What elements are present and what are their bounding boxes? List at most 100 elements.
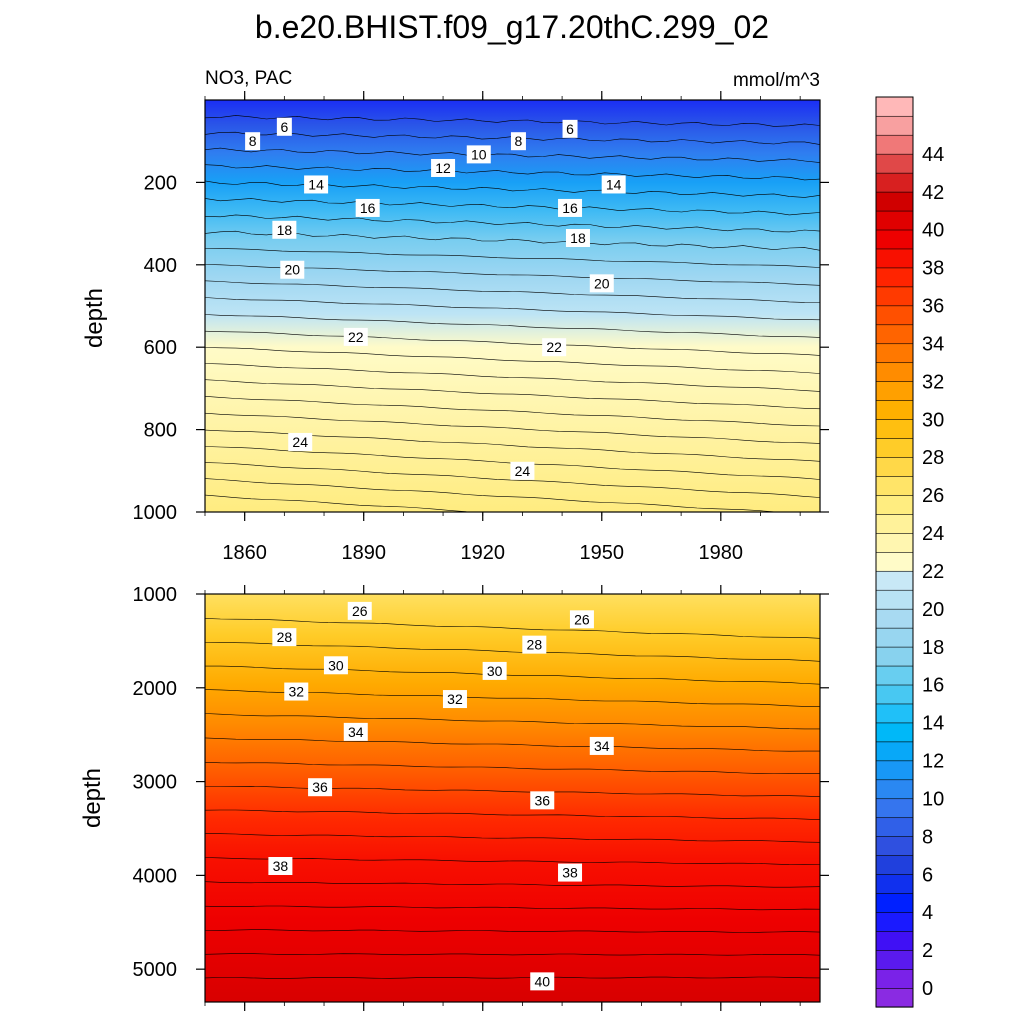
colorbar-tick-label: 4: [922, 902, 933, 924]
contour-line: [204, 198, 821, 216]
upper-y-axis-label: depth: [81, 288, 108, 348]
contour-label-text: 32: [447, 691, 463, 707]
contour-label-box: [268, 857, 293, 875]
contour-line: [204, 857, 821, 866]
colorbar-swatch: [875, 305, 914, 326]
contour-label-text: 34: [348, 724, 364, 740]
contour-label-box: [601, 175, 626, 194]
colorbar-tick-label: 28: [922, 447, 944, 469]
contour-label: 22: [343, 327, 368, 346]
contour-label-text: 8: [249, 133, 257, 149]
contour-line: [204, 396, 821, 427]
colorbar-tick-label: 42: [922, 182, 944, 204]
contour-label-box: [530, 791, 555, 810]
contour-label-text: 20: [285, 262, 301, 278]
contour-label-text: 6: [566, 121, 574, 137]
contour-label-text: 10: [471, 146, 487, 162]
upper-contour-labels: 6 8 6 8 10 12 14 14 16 16 18 18 20 20 22 22 24 24: [245, 117, 626, 480]
contour-label-box: [245, 132, 261, 151]
contour-label-text: 6: [280, 119, 288, 135]
contour-line: [204, 115, 821, 127]
y-tick-label: 2000: [133, 678, 178, 700]
colorbar-tick-label: 22: [922, 561, 944, 583]
colorbar-swatch: [875, 532, 914, 553]
contour-label: 26: [347, 601, 372, 620]
contour-label-text: 28: [527, 637, 543, 653]
contour-label-box: [347, 601, 372, 620]
contour-label-text: 16: [360, 200, 376, 216]
contour-line: [204, 248, 821, 268]
colorbar-tick-label: 36: [922, 296, 944, 318]
contour-label: 40: [530, 972, 555, 991]
contour-line: [204, 929, 821, 933]
colorbar-swatch: [875, 722, 914, 743]
contour-line: [205, 665, 821, 685]
colorbar-swatch: [875, 665, 914, 686]
colorbar-swatch: [875, 248, 914, 269]
contour-line: [204, 164, 821, 181]
contour-label-box: [355, 198, 380, 217]
contour-label-text: 36: [534, 792, 550, 808]
upper-contour-lines: [204, 115, 821, 513]
colorbar-swatch: [875, 627, 914, 648]
colorbar-swatch: [875, 817, 914, 837]
contour-line: [204, 314, 821, 338]
contour-label-box: [284, 682, 309, 701]
lower-y-axis-label: depth: [79, 768, 106, 828]
colorbar-tick-label: 12: [922, 751, 944, 773]
contour-label-box: [530, 972, 555, 991]
colorbar-swatch: [875, 892, 914, 913]
contour-label: 12: [431, 158, 456, 177]
colorbar-swatch: [875, 456, 914, 477]
colorbar-tick-label: 44: [922, 144, 944, 166]
colorbar-swatch: [875, 873, 914, 894]
lower-plot-frame: [204, 593, 821, 1003]
colorbar-tick-label: 10: [922, 788, 944, 810]
contour-label-box: [565, 229, 590, 248]
colorbar-swatch: [875, 229, 914, 250]
contour-line: [204, 976, 821, 979]
colorbar-swatch: [875, 570, 914, 591]
contour-label: 16: [355, 198, 380, 217]
contour-label-box: [280, 260, 305, 279]
colorbar-swatch: [875, 836, 914, 856]
colorbar-frame: [875, 96, 914, 1008]
contour-label: 36: [308, 778, 333, 797]
contour-label-box: [562, 119, 578, 138]
contour-label: 8: [510, 132, 526, 151]
contour-label-text: 32: [288, 684, 304, 700]
colorbar-swatch: [875, 911, 914, 932]
colorbar-swatch: [875, 608, 914, 629]
lower-panel: 26 26 28 28 30 30 32 32 34 34 36 36 38 38 40 1000 2000 3…: [79, 584, 829, 1011]
contour-label: 24: [288, 432, 313, 451]
y-tick-label: 400: [144, 255, 177, 277]
contour-label-box: [442, 690, 467, 709]
colorbar-tick-label: 34: [922, 333, 944, 355]
contour-line: [204, 618, 821, 639]
chart-title: b.e20.BHIST.f09_g17.20thC.299_02: [255, 9, 769, 45]
contour-label-text: 8: [515, 133, 523, 149]
contour-label: 10: [466, 145, 491, 164]
contour-label-box: [569, 610, 594, 629]
contour-label-box: [558, 863, 583, 882]
colorbar-swatch: [875, 494, 914, 515]
colorbar-swatch: [875, 798, 914, 819]
contour-label-box: [510, 132, 526, 151]
contour-line: [204, 214, 821, 233]
colorbar-swatch: [875, 286, 914, 307]
colorbar-swatch: [875, 589, 914, 610]
colorbar-swatch: [875, 779, 914, 800]
colorbar-tick-label: 14: [922, 713, 944, 735]
contour-label-box: [272, 628, 297, 647]
contour-label-box: [589, 274, 614, 293]
contour-label-text: 22: [348, 329, 364, 345]
colorbar-swatch: [875, 855, 914, 875]
contour-line: [204, 478, 820, 513]
colorbar-swatch: [875, 191, 914, 212]
contour-label-box: [558, 198, 583, 217]
contour-line: [205, 833, 821, 843]
contour-label-text: 18: [570, 230, 586, 246]
colorbar-tick-label: 2: [922, 940, 933, 962]
contour-label: 18: [565, 229, 590, 248]
